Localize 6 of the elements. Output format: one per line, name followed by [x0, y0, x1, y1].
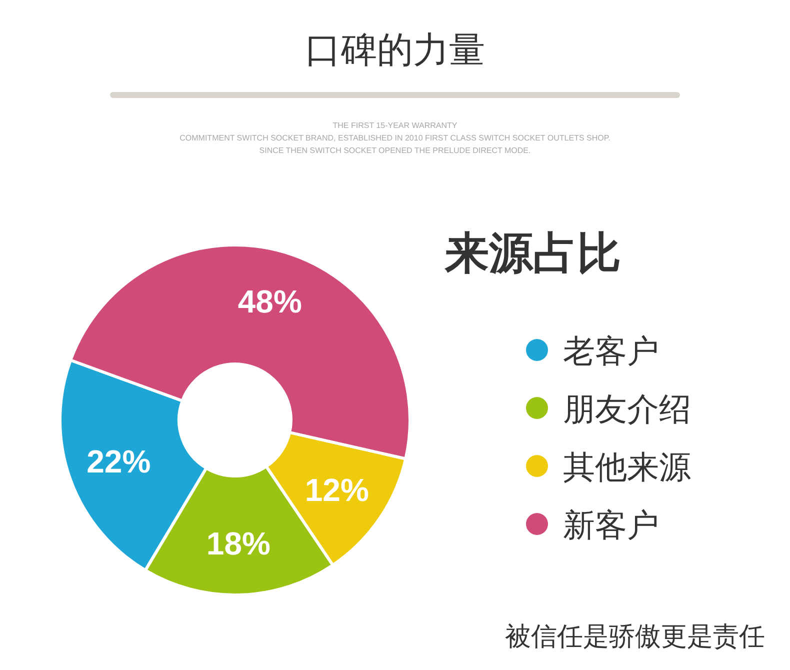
legend-title: 来源占比 — [445, 229, 621, 278]
title: 口碑的力量 — [305, 29, 485, 70]
annotation: THE FIRST 15-YEAR WARRANTY — [332, 121, 458, 130]
annotation: 被信任是骄傲更是责任 — [505, 621, 765, 651]
annotation: COMMITMENT SWITCH SOCKET BRAND, ESTABLISHED IN 2010 FIRST CLASS SWITCH SOCKET OUTLETS SHOP. — [180, 134, 610, 142]
annotation: SINCE THEN SWITCH SOCKET OPENED THE PRELUDE DIRECT MODE. — [259, 146, 531, 155]
